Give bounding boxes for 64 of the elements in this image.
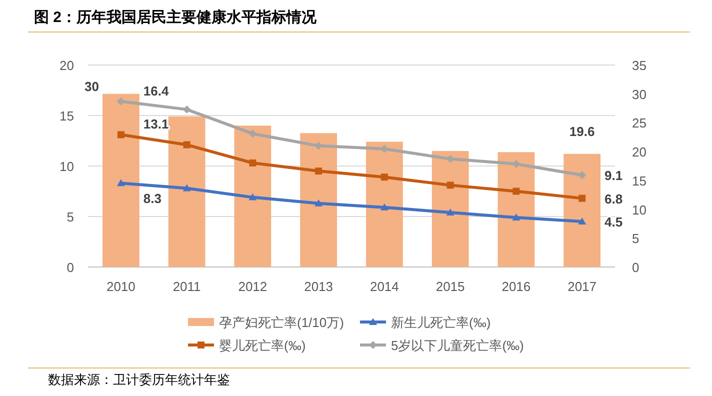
point (182, 184, 191, 192)
x-tick-label: 2015 (436, 279, 465, 294)
bar (300, 133, 338, 267)
bar (498, 152, 535, 267)
point (315, 168, 322, 175)
x-tick-label: 2011 (172, 279, 201, 294)
y2-tick-label: 20 (632, 144, 646, 160)
y2-tick-label: 30 (632, 86, 646, 102)
data-label: 9.1 (604, 168, 623, 184)
point (182, 105, 191, 114)
y2-tick-label: 35 (632, 58, 646, 73)
x-tick-label: 2016 (502, 279, 531, 294)
data-label: 30 (84, 78, 99, 94)
y2-tick-label: 15 (632, 173, 646, 188)
point (183, 141, 190, 148)
point (249, 159, 256, 166)
point (116, 97, 125, 106)
x-tick-label: 2014 (370, 279, 399, 294)
legend-label: 新生儿死亡率(‰) (391, 315, 491, 330)
x-tick-label: 2010 (106, 279, 136, 294)
chart-title: 图 2：历年我国居民主要健康水平指标情况 (34, 8, 318, 26)
point (314, 199, 323, 206)
y2-tick-label: 25 (632, 116, 646, 131)
legend-label: 5岁以下儿童死亡率(‰) (391, 338, 524, 353)
point (578, 171, 586, 180)
point (117, 131, 124, 138)
data-label: 8.3 (143, 191, 162, 206)
data-label: 6.8 (604, 191, 623, 206)
legend-label: 孕产妇死亡率(1/10万) (219, 315, 344, 330)
point (380, 174, 388, 181)
source-note: 数据来源：卫计委历年统计年鉴 (48, 372, 230, 387)
data-label: 19.6 (569, 124, 595, 139)
y-tick-label: 20 (60, 58, 74, 73)
y-tick-label: 0 (66, 260, 74, 275)
y-tick-label: 5 (66, 210, 74, 224)
point (248, 193, 257, 200)
bar (102, 94, 140, 267)
x-tick-label: 2017 (568, 279, 597, 294)
point (512, 214, 520, 221)
point (446, 154, 454, 163)
bar (168, 116, 206, 267)
y2-tick-label: 5 (632, 231, 640, 246)
x-tick-label: 2012 (238, 279, 268, 294)
point (446, 182, 454, 189)
point (116, 179, 125, 186)
bar (234, 126, 272, 267)
point (446, 208, 454, 216)
x-tick-label: 2013 (304, 279, 334, 294)
legend-label: 婴儿死亡率(‰) (219, 338, 306, 353)
bar (564, 154, 601, 267)
y2-tick-label: 10 (632, 202, 646, 218)
bar (432, 150, 469, 267)
data-label: 16.4 (143, 83, 170, 98)
point (512, 188, 520, 195)
y-tick-label: 10 (60, 159, 74, 174)
bar (366, 142, 403, 267)
point (578, 194, 586, 202)
point (578, 218, 586, 225)
y-tick-label: 15 (60, 108, 74, 124)
data-label: 4.5 (604, 214, 623, 230)
y2-tick-label: 0 (632, 260, 640, 275)
point (380, 203, 388, 210)
data-label: 13.1 (143, 116, 169, 132)
point (248, 130, 257, 138)
